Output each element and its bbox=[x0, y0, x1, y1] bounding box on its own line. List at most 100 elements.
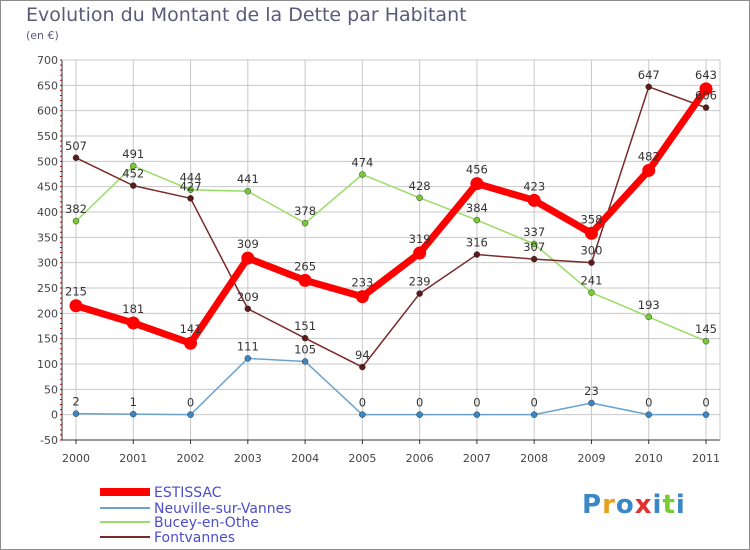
point-neuville-sur-vannes bbox=[530, 411, 538, 418]
data-label-bucey-en-othe: 428 bbox=[409, 179, 431, 193]
point-estissac bbox=[642, 163, 656, 177]
data-label-bucey-en-othe: 384 bbox=[466, 201, 488, 215]
point-estissac bbox=[527, 193, 541, 207]
y-tick-label: 600 bbox=[37, 105, 58, 118]
data-labels: 215 181 141 309 265 233 319 456 423 358 482 643 2 1 0 1… bbox=[65, 68, 717, 410]
point-bucey-en-othe bbox=[530, 240, 538, 248]
x-tick-label: 2008 bbox=[520, 452, 548, 465]
data-label-neuville-sur-vannes: 0 bbox=[531, 396, 538, 410]
x-tick-label: 2011 bbox=[692, 452, 720, 465]
grid bbox=[62, 59, 720, 441]
legend: ESTISSACNeuville-sur-VannesBucey-en-Othe… bbox=[100, 485, 292, 546]
x-tick-label: 2005 bbox=[348, 452, 376, 465]
data-label-neuville-sur-vannes: 111 bbox=[237, 339, 259, 353]
x-tick-label: 2003 bbox=[234, 452, 262, 465]
point-bucey-en-othe bbox=[72, 217, 80, 225]
point-neuville-sur-vannes bbox=[72, 410, 80, 417]
y-tick-label: 550 bbox=[37, 130, 58, 143]
data-label-bucey-en-othe: 145 bbox=[695, 322, 717, 336]
point-neuville-sur-vannes bbox=[702, 411, 710, 418]
series-line-neuville-sur-vannes bbox=[75, 357, 707, 416]
x-tick-label: 2002 bbox=[177, 452, 205, 465]
series-line-fontvannes bbox=[75, 86, 707, 368]
data-label-estissac: 233 bbox=[351, 276, 373, 290]
point-fontvannes bbox=[301, 334, 309, 342]
chart-title: Evolution du Montant de la Dette par Hab… bbox=[26, 4, 467, 26]
point-bucey-en-othe bbox=[645, 313, 652, 321]
data-label-neuville-sur-vannes: 2 bbox=[72, 395, 79, 409]
data-label-estissac: 309 bbox=[237, 237, 259, 251]
data-label-bucey-en-othe: 491 bbox=[122, 147, 144, 161]
data-label-fontvannes: 300 bbox=[580, 244, 602, 258]
y-tick-label: 650 bbox=[37, 79, 58, 92]
point-estissac bbox=[241, 251, 255, 265]
point-estissac bbox=[355, 290, 369, 304]
data-label-bucey-en-othe: 441 bbox=[237, 172, 259, 186]
logo-letter: x bbox=[634, 490, 653, 520]
x-tick-label: 2000 bbox=[62, 452, 90, 465]
proxiti-logo: Proxiti bbox=[582, 490, 686, 520]
y-tick-label: 400 bbox=[37, 206, 58, 219]
data-label-neuville-sur-vannes: 0 bbox=[187, 396, 194, 410]
point-neuville-sur-vannes bbox=[416, 411, 423, 418]
data-label-neuville-sur-vannes: 0 bbox=[645, 396, 652, 410]
point-neuville-sur-vannes bbox=[359, 411, 366, 418]
chart-unit: (en €) bbox=[26, 29, 59, 42]
data-label-neuville-sur-vannes: 0 bbox=[359, 396, 366, 410]
data-label-estissac: 181 bbox=[122, 302, 144, 316]
point-estissac bbox=[584, 226, 598, 240]
point-neuville-sur-vannes bbox=[588, 399, 595, 407]
data-label-estissac: 319 bbox=[409, 232, 431, 246]
logo-letter: P bbox=[582, 490, 603, 520]
point-bucey-en-othe bbox=[702, 337, 710, 345]
data-label-fontvannes: 316 bbox=[466, 236, 488, 250]
axes: -500501001502002503003504004505005506006… bbox=[37, 54, 721, 465]
data-label-bucey-en-othe: 382 bbox=[65, 202, 87, 216]
point-fontvannes bbox=[473, 251, 481, 258]
point-fontvannes bbox=[359, 363, 366, 371]
point-fontvannes bbox=[645, 83, 652, 91]
data-label-neuville-sur-vannes: 0 bbox=[473, 396, 480, 410]
series-line-bucey-en-othe bbox=[75, 165, 707, 342]
data-label-bucey-en-othe: 444 bbox=[180, 171, 202, 185]
x-tick-label: 2007 bbox=[463, 452, 491, 465]
data-label-neuville-sur-vannes: 0 bbox=[416, 396, 423, 410]
data-label-neuville-sur-vannes: 1 bbox=[130, 395, 137, 409]
point-bucey-en-othe bbox=[244, 187, 252, 195]
y-tick-label: 450 bbox=[37, 181, 58, 194]
data-label-estissac: 456 bbox=[466, 163, 488, 177]
point-neuville-sur-vannes bbox=[187, 411, 194, 418]
y-tick-label: 250 bbox=[37, 282, 58, 295]
logo-letter: t bbox=[662, 490, 676, 520]
x-tick-label: 2001 bbox=[119, 452, 147, 465]
y-tick-label: -50 bbox=[40, 434, 58, 447]
point-fontvannes bbox=[702, 104, 710, 111]
point-estissac bbox=[184, 336, 198, 350]
point-fontvannes bbox=[588, 259, 595, 266]
data-label-fontvannes: 239 bbox=[409, 275, 431, 289]
data-label-estissac: 358 bbox=[580, 212, 602, 226]
point-estissac bbox=[413, 246, 427, 260]
y-tick-label: 0 bbox=[51, 409, 58, 422]
data-label-bucey-en-othe: 337 bbox=[523, 225, 545, 239]
point-bucey-en-othe bbox=[473, 216, 481, 224]
data-label-neuville-sur-vannes: 105 bbox=[294, 342, 316, 356]
point-neuville-sur-vannes bbox=[244, 355, 252, 362]
logo-letter: o bbox=[615, 490, 635, 520]
data-label-estissac: 141 bbox=[180, 322, 202, 336]
data-label-estissac: 215 bbox=[65, 285, 87, 299]
data-label-fontvannes: 209 bbox=[237, 290, 259, 304]
point-bucey-en-othe bbox=[588, 289, 595, 296]
data-label-fontvannes: 427 bbox=[180, 179, 202, 193]
data-label-estissac: 423 bbox=[523, 179, 545, 193]
legend-entry-neuville-sur-vannes: Neuville-sur-Vannes bbox=[154, 501, 292, 517]
y-tick-label: 100 bbox=[37, 358, 58, 371]
x-tick-label: 2010 bbox=[635, 452, 663, 465]
data-label-estissac: 265 bbox=[294, 259, 316, 273]
point-fontvannes bbox=[72, 154, 80, 162]
plot-area bbox=[62, 60, 720, 440]
y-tick-label: 200 bbox=[37, 307, 58, 320]
point-fontvannes bbox=[530, 255, 538, 263]
point-bucey-en-othe bbox=[359, 171, 366, 178]
